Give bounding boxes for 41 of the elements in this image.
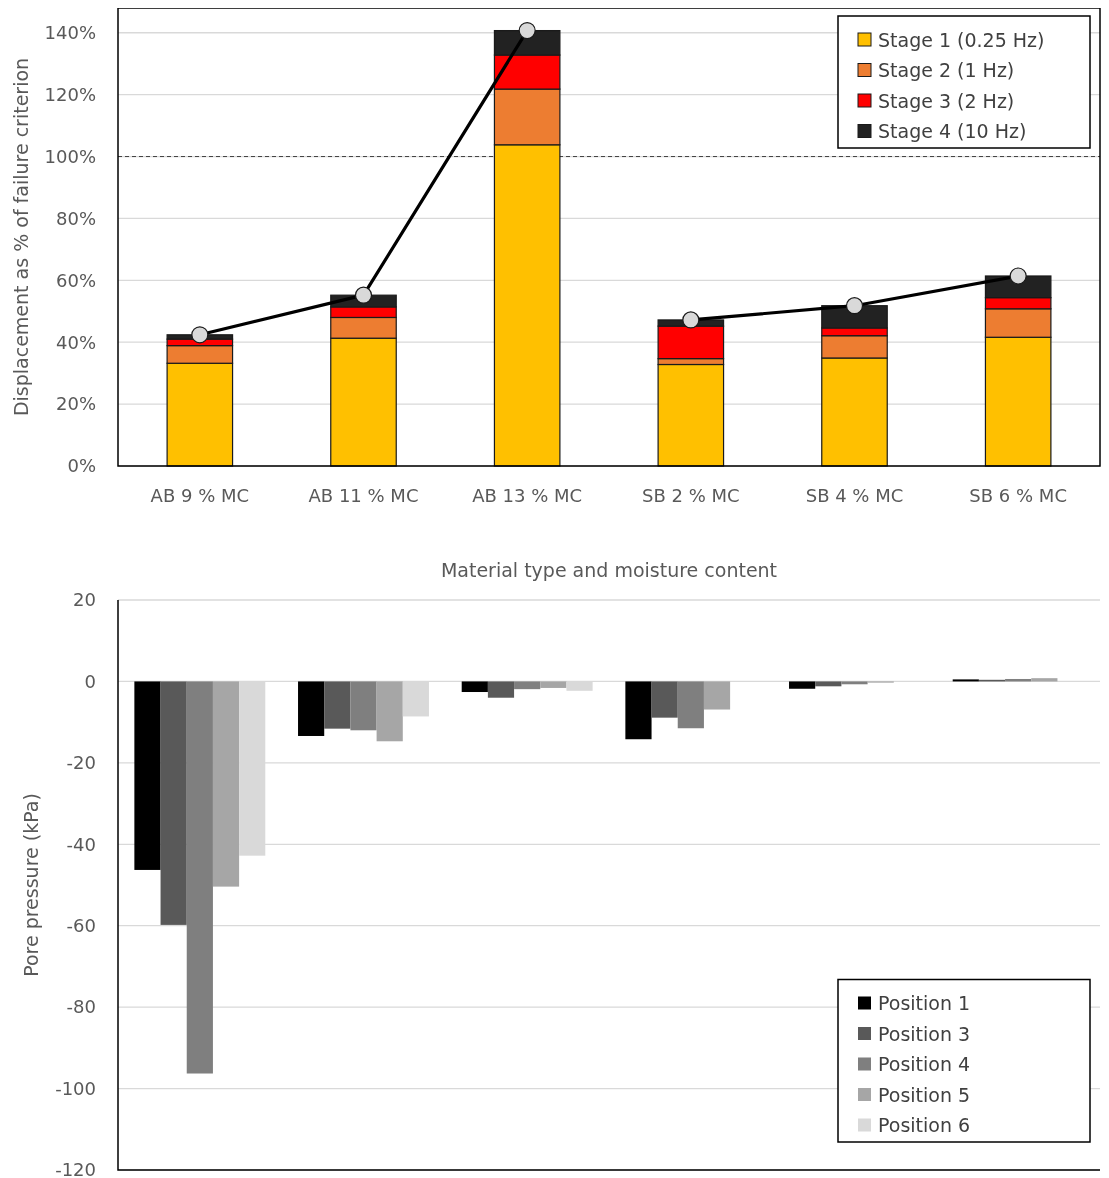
point [191,326,209,344]
y-tick-label: 0 [84,670,96,692]
point [518,21,536,40]
y-tick-label: -120 [55,1159,96,1178]
x-tick-label: SB 4 % MC [805,485,904,506]
legend-label: Position 3 [878,1022,971,1045]
point [845,297,864,315]
y-tick-label: -100 [55,1077,96,1099]
point [1009,267,1027,285]
y-axis-title: Displacement as % of failure criterion [10,57,32,417]
y-tick-label: -20 [66,752,96,774]
y-tick-label: 100% [44,145,96,167]
y-tick-label: 80% [55,207,96,229]
x-tick-label: AB 11 % MC [308,485,419,506]
legend-label: Position 6 [878,1114,971,1137]
y-tick-label: 20% [55,393,96,415]
y-tick-label: 40% [55,331,96,353]
y-tick-label: 140% [44,22,96,44]
x-tick-label: AB 9 % MC [150,485,250,506]
x-tick-label: SB 6 % MC [969,485,1067,506]
point [682,311,700,329]
x-tick-label: AB 13 % MC [472,485,583,506]
y-tick-label: -40 [66,833,96,855]
legend-label: Position 1 [878,992,971,1015]
x-axis-title: Material type and moisture content [440,559,778,581]
legend-label: Stage 2 (1 Hz) [878,59,1015,82]
point [354,286,373,304]
y-tick-label: -60 [66,915,96,937]
legend-label: Stage 1 (0.25 Hz) [878,28,1045,51]
y-tick-label: -80 [66,996,96,1018]
bar [657,363,725,467]
legend-label: Stage 3 (2 Hz) [878,89,1015,112]
legend-label: Position 4 [878,1053,971,1076]
x-tick-label: SB 2 % MC [642,485,740,506]
y-tick-label: 60% [55,269,96,291]
y-tick-label: 20 [73,589,96,611]
y-tick-label: 120% [44,83,96,105]
legend-label: Position 5 [878,1083,971,1106]
legend-label: Stage 4 (10 Hz) [878,120,1027,143]
y-axis-title: Pore pressure (kPa) [20,793,42,977]
y-tick-label: 0% [67,455,96,477]
